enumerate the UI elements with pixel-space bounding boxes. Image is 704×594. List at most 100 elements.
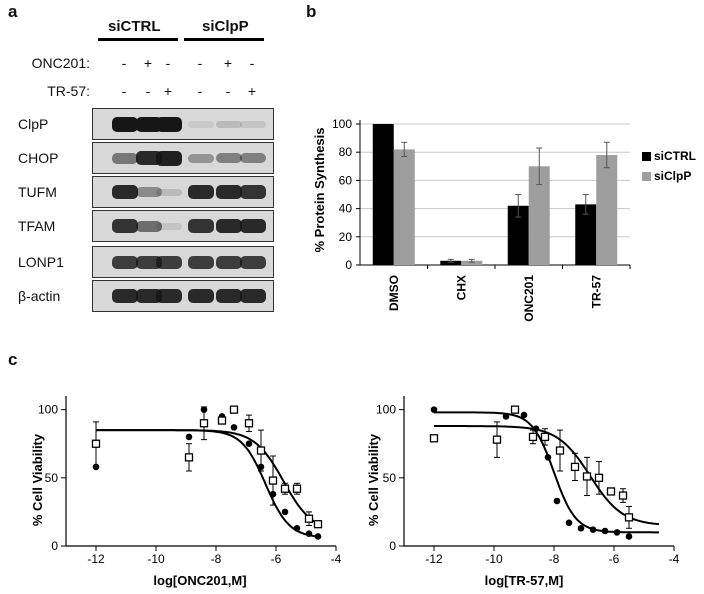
- blot-band: [136, 151, 162, 165]
- blot-strip: [92, 280, 274, 312]
- data-point: [305, 530, 313, 538]
- fit-curve: [434, 425, 660, 526]
- data-point: [429, 434, 439, 443]
- y-tick-label: 0: [345, 258, 352, 272]
- data-point: [624, 513, 634, 522]
- blot-band: [216, 185, 242, 199]
- data-point: [304, 514, 314, 523]
- blot-label: LONP1: [18, 254, 64, 270]
- blot-band: [240, 120, 266, 128]
- blot-band: [188, 120, 214, 128]
- group-label-siclpp: siClpP: [202, 18, 249, 35]
- blot-band: [188, 219, 214, 233]
- blot-band: [216, 153, 242, 163]
- treatment-sign: -: [165, 55, 171, 71]
- data-point: [565, 519, 573, 527]
- data-point: [594, 473, 604, 482]
- x-tick-label: -10: [485, 552, 503, 566]
- group-label-sictrl: siCTRL: [108, 18, 161, 35]
- blot-band: [216, 120, 242, 128]
- data-point: [544, 454, 552, 461]
- y-tick-label: 0: [51, 539, 58, 553]
- y-tick-label: 50: [383, 471, 397, 485]
- data-point: [589, 526, 597, 533]
- fit-curve: [96, 429, 322, 527]
- y-tick-label: 0: [389, 539, 396, 553]
- blot-band: [112, 116, 138, 132]
- data-point: [245, 440, 253, 448]
- legend-label: siClpP: [654, 169, 691, 183]
- blot-band: [136, 187, 162, 197]
- data-point: [256, 446, 266, 455]
- y-axis-label: % Protein Synthesis: [312, 128, 327, 253]
- blot-band: [188, 289, 214, 303]
- left-x-axis-label: log[ONC201,M]: [153, 573, 246, 588]
- data-point: [217, 416, 227, 425]
- blot-label: β-actin: [18, 288, 61, 304]
- x-tick-label: ONC201: [522, 275, 536, 322]
- treatment-sign: -: [197, 83, 203, 99]
- treatment-sign: -: [197, 55, 203, 71]
- blot-band: [136, 220, 162, 232]
- treatment-sign: +: [223, 55, 233, 71]
- data-point: [570, 462, 580, 472]
- bar: [575, 204, 597, 265]
- data-point: [293, 524, 301, 532]
- blot-band: [240, 255, 266, 269]
- blot-band: [112, 289, 138, 303]
- treatment-sign: +: [247, 83, 257, 99]
- blot-band: [136, 255, 162, 269]
- x-tick-label: -8: [211, 552, 222, 566]
- blot-band: [156, 188, 182, 196]
- data-point: [185, 433, 193, 441]
- data-point: [510, 405, 520, 414]
- y-tick-label: 100: [376, 403, 396, 417]
- blot-strip: [92, 142, 274, 174]
- blot-band: [240, 289, 266, 303]
- blot-strip: [92, 176, 274, 208]
- y-tick-label: 60: [339, 173, 353, 187]
- data-point: [314, 533, 322, 540]
- data-point: [601, 527, 609, 535]
- x-tick-label: -4: [669, 552, 680, 566]
- legend-swatch: [642, 172, 651, 181]
- bar: [528, 166, 550, 265]
- blot-band: [240, 153, 266, 163]
- y-tick-label: 80: [339, 145, 353, 159]
- data-point: [280, 484, 290, 493]
- data-point: [528, 432, 538, 442]
- blot-band: [156, 116, 182, 132]
- blot-band: [216, 289, 242, 303]
- data-point: [91, 439, 101, 448]
- blot-strip: [92, 246, 274, 278]
- right-y-axis-label: % Cell Viability: [366, 433, 381, 526]
- data-point: [582, 472, 592, 481]
- panel-c-letter: c: [8, 350, 18, 369]
- x-tick-label: -12: [425, 552, 443, 566]
- data-point: [492, 435, 502, 444]
- data-point: [577, 524, 585, 532]
- blot-label: TFAM: [18, 218, 56, 234]
- x-tick-label: -4: [331, 552, 342, 566]
- bar: [440, 260, 462, 265]
- legend-label: siCTRL: [654, 149, 696, 163]
- data-point: [555, 446, 565, 455]
- data-point: [313, 520, 323, 529]
- blot-band: [136, 289, 162, 303]
- blot-band: [156, 289, 182, 303]
- blot-strip: [92, 108, 274, 140]
- blot-band: [112, 152, 138, 164]
- panel-b-letter: b: [306, 2, 317, 21]
- data-point: [184, 453, 194, 462]
- data-point: [430, 406, 438, 413]
- blot-band: [188, 153, 214, 163]
- blot-band: [240, 185, 266, 199]
- blot-label: TUFM: [18, 184, 57, 200]
- blot-label: ClpP: [18, 116, 49, 132]
- fit-curve: [434, 411, 659, 534]
- x-tick-label: -8: [549, 552, 560, 566]
- y-tick-label: 50: [45, 471, 59, 485]
- treatment-sign: -: [121, 55, 127, 71]
- data-point: [540, 432, 550, 442]
- x-tick-label: -10: [147, 552, 165, 566]
